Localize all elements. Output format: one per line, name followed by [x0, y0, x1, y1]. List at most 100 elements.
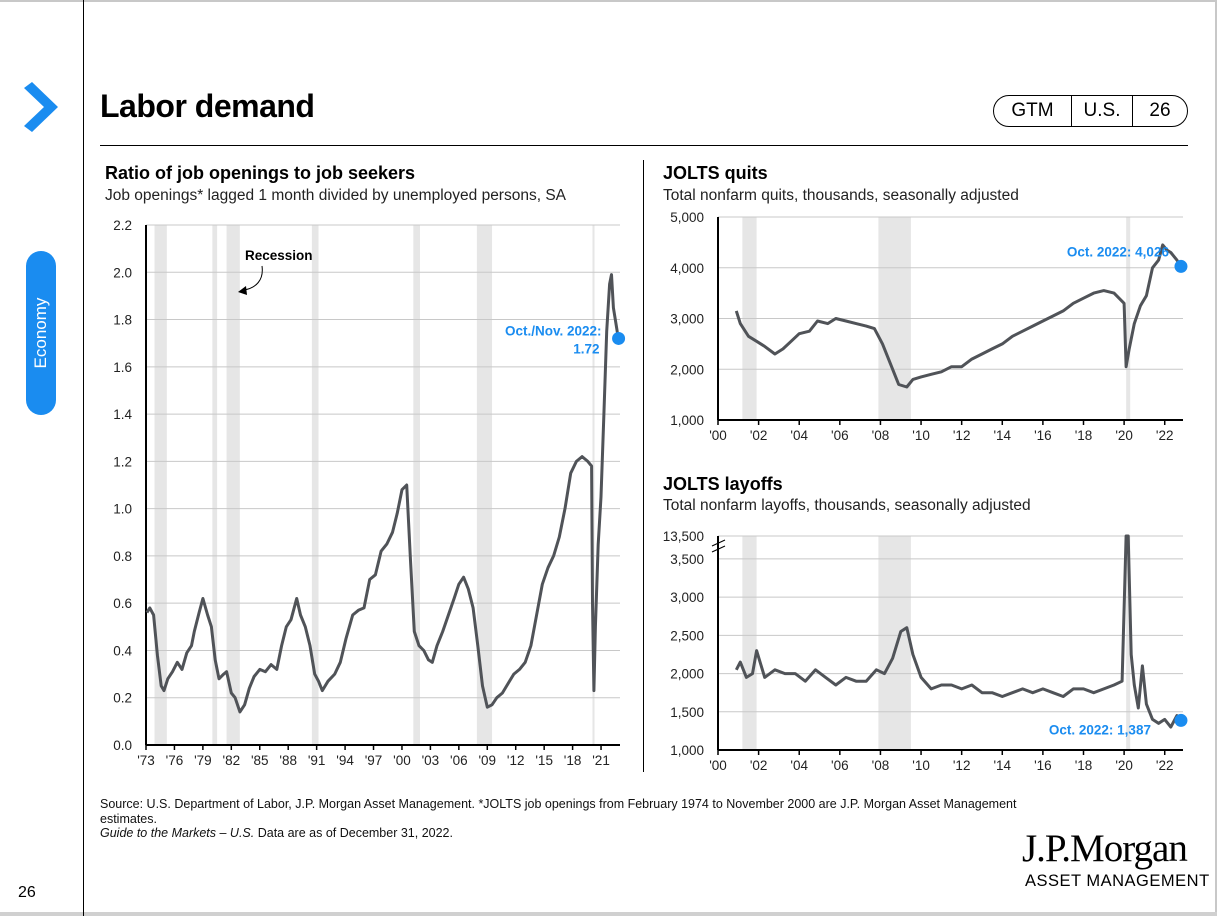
layoffs-x-tick-label: '10	[912, 758, 930, 773]
layoffs-series-line	[734, 534, 1183, 729]
sidebar-divider	[83, 0, 84, 916]
quits-x-tick-label: '12	[953, 428, 971, 443]
ratio-y-tick-label: 0.2	[113, 691, 132, 706]
quits-series-line	[734, 243, 1183, 389]
quits-x-tick-label: '10	[912, 428, 930, 443]
quits-x-tick-label: '04	[790, 428, 808, 443]
recession-label: Recession	[245, 248, 313, 263]
quits-chart-title: JOLTS quits	[663, 163, 768, 183]
ratio-x-tick-label: '91	[308, 753, 326, 768]
layoffs-x-tick-label: '02	[750, 758, 768, 773]
ratio-x-tick-label: '85	[251, 753, 269, 768]
section-tab-economy[interactable]: Economy	[26, 251, 56, 415]
frame-bottom-border	[0, 912, 1217, 916]
layoffs-x-tick-label: '08	[872, 758, 890, 773]
ratio-annotation-label: Oct./Nov. 2022:	[505, 323, 602, 338]
source-note: Source: U.S. Department of Labor, J.P. M…	[100, 797, 1020, 841]
ratio-x-tick-label: '18	[564, 753, 582, 768]
layoffs-y-tick-label: 3,500	[670, 552, 704, 567]
layoffs-x-tick-label: '20	[1115, 758, 1133, 773]
ratio-recession-band	[311, 225, 319, 745]
badge-region: U.S.	[1072, 96, 1133, 126]
axis-break-mark	[711, 539, 726, 547]
layoffs-recession-band	[878, 536, 911, 750]
ratio-chart-subtitle: Job openings* lagged 1 month divided by …	[105, 187, 567, 204]
layoffs-y-tick-label: 1,500	[670, 705, 704, 720]
frame-right-border	[1215, 0, 1217, 916]
ratio-x-tick-label: '12	[507, 753, 525, 768]
ratio-y-tick-label: 0.6	[113, 596, 132, 611]
source-guide-title: Guide to the Markets – U.S.	[100, 826, 255, 840]
page-number: 26	[18, 884, 36, 901]
layoffs-chart-subtitle: Total nonfarm layoffs, thousands, season…	[663, 497, 1031, 514]
axis-break-mark	[711, 545, 726, 553]
layoffs-x-tick-label: '00	[709, 758, 727, 773]
ratio-x-tick-label: '97	[365, 753, 383, 768]
frame-top-border	[0, 0, 1217, 2]
ratio-recession-band	[226, 225, 240, 745]
quits-y-tick-label: 1,000	[670, 413, 704, 428]
layoffs-chart-group: 1,000 1,500 2,000 2,500 3,000 3,500 13,500 '00 '…	[663, 529, 1188, 773]
quits-annotation-label: Oct. 2022: 4,026	[1067, 244, 1170, 259]
ratio-x-tick-label: '09	[478, 753, 496, 768]
quits-y-tick-label: 4,000	[670, 261, 704, 276]
gtm-badge: GTM U.S. 26	[993, 95, 1188, 127]
chevron-right-icon	[24, 82, 58, 132]
layoffs-y-tick-label: 2,000	[670, 667, 704, 682]
quits-x-tick-label: '08	[872, 428, 890, 443]
badge-gtm: GTM	[994, 96, 1072, 126]
ratio-x-tick-label: '88	[279, 753, 297, 768]
ratio-y-tick-label: 2.2	[113, 218, 132, 233]
quits-y-tick-label: 5,000	[670, 210, 704, 225]
ratio-recession-band	[212, 225, 218, 745]
ratio-recession-band	[413, 225, 420, 745]
layoffs-x-tick-label: '12	[953, 758, 971, 773]
layoffs-y-tick-label: 13,500	[663, 529, 704, 544]
ratio-recession-band	[592, 225, 595, 745]
layoffs-x-tick-label: '22	[1156, 758, 1174, 773]
quits-x-tick-label: '00	[709, 428, 727, 443]
quits-x-tick-label: '02	[750, 428, 768, 443]
ratio-x-tick-label: '94	[336, 753, 354, 768]
layoffs-y-tick-label: 1,000	[670, 743, 704, 758]
quits-y-tick-label: 3,000	[670, 312, 704, 327]
layoffs-chart-title: JOLTS layoffs	[663, 474, 783, 494]
quits-chart-group: 1,000 2,000 3,000 4,000 5,000 '00 '02 '04 '06 '08…	[670, 210, 1188, 443]
ratio-annotation-value: 1.72	[573, 341, 599, 356]
ratio-y-tick-label: 1.4	[113, 407, 132, 422]
quits-x-tick-label: '22	[1156, 428, 1174, 443]
title-rule	[100, 145, 1188, 146]
ratio-x-tick-label: '15	[535, 753, 553, 768]
badge-page: 26	[1149, 100, 1171, 121]
ratio-series-line	[145, 273, 621, 714]
quits-y-tick-label: 2,000	[670, 362, 704, 377]
ratio-chart-group: 0.0 0.2 0.4 0.6 0.8 1.0 1.2 1.4 1.6 1.8 2.0 2.2 '73 '…	[113, 218, 626, 768]
quits-x-tick-label: '18	[1075, 428, 1093, 443]
page-title: Labor demand	[100, 88, 315, 124]
layoffs-annotation-label: Oct. 2022: 1,387	[1049, 722, 1151, 737]
layoffs-y-tick-label: 3,000	[670, 590, 704, 605]
ratio-x-tick-label: '79	[194, 753, 212, 768]
recession-arrow	[243, 265, 263, 291]
layoffs-recession-band	[742, 536, 757, 750]
source-date: Data are as of December 31, 2022.	[254, 826, 453, 840]
ratio-x-tick-label: '03	[422, 753, 440, 768]
ratio-x-tick-label: '82	[223, 753, 241, 768]
layoffs-x-tick-label: '16	[1034, 758, 1052, 773]
ratio-y-tick-label: 0.0	[113, 738, 132, 753]
ratio-latest-point	[612, 331, 626, 345]
quits-x-tick-label: '14	[993, 428, 1011, 443]
layoffs-x-tick-label: '18	[1075, 758, 1093, 773]
layoffs-x-tick-label: '14	[993, 758, 1011, 773]
ratio-recession-band	[154, 225, 167, 745]
ratio-y-tick-label: 1.8	[113, 313, 132, 328]
layoffs-x-tick-label: '04	[790, 758, 808, 773]
ratio-x-tick-label: '00	[393, 753, 411, 768]
quits-chart-subtitle: Total nonfarm quits, thousands, seasonal…	[663, 187, 1019, 204]
recession-arrowhead	[238, 286, 247, 295]
quits-x-tick-label: '20	[1115, 428, 1133, 443]
ratio-y-tick-label: 0.8	[113, 549, 132, 564]
ratio-y-tick-label: 2.0	[113, 265, 132, 280]
source-text: Source: U.S. Department of Labor, J.P. M…	[100, 797, 1017, 826]
